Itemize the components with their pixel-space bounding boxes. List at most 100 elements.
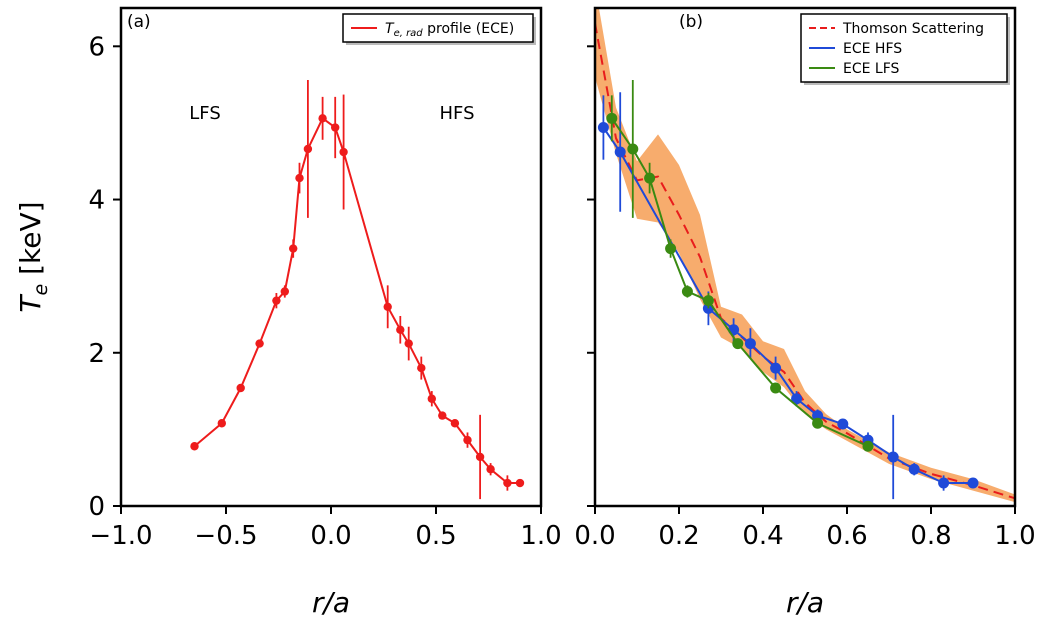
data-point: [732, 338, 744, 350]
data-point: [744, 338, 756, 350]
data-point: [908, 463, 920, 475]
x-axis-label: r/a: [312, 586, 350, 619]
data-point: [236, 383, 245, 393]
legend-box: [800, 13, 1008, 83]
figure-labels: Te [keV]: [14, 201, 52, 312]
data-point: [396, 325, 405, 334]
data-point: [728, 324, 740, 336]
data-point: [938, 477, 950, 489]
data-point: [289, 244, 298, 253]
data-point: [614, 146, 626, 158]
data-point: [812, 417, 824, 429]
y-label-sub: e: [30, 284, 52, 296]
data-point: [770, 362, 782, 374]
data-point: [475, 452, 485, 462]
x-tick-label: −0.5: [194, 521, 257, 551]
annotation-lfs: LFS: [189, 103, 221, 124]
legend-text-main: T: [385, 21, 395, 37]
data-point: [770, 382, 782, 394]
x-tick-label: 0.4: [742, 521, 783, 551]
data-point: [427, 394, 436, 403]
data-point: [515, 478, 525, 488]
data-point: [339, 147, 348, 157]
legend-text-main: ECE LFS: [843, 61, 900, 77]
data-point: [486, 465, 495, 474]
axes-frame: [593, 6, 1017, 508]
panel-b: 0.0 0.2 0.4 0.6 0.8 1.0 r/a (b) Thomson Scatteri…: [574, 6, 1036, 619]
series-1: [597, 92, 979, 500]
data-point: [217, 419, 226, 428]
y-label-main: T: [14, 294, 47, 313]
data-point: [272, 296, 281, 305]
data-point: [597, 122, 609, 134]
data-point: [644, 172, 656, 184]
panel-a: −1.0 −0.5 0.0 0.5 1.0 0 2 4 6 r/a (a) LFS HFS Te, rad…: [88, 6, 562, 619]
plot-area: [190, 80, 525, 500]
data-point: [295, 173, 304, 183]
series-line: [610, 117, 869, 448]
x-tick-label: 1.0: [994, 521, 1035, 551]
data-point: [967, 477, 979, 489]
x-axis-label: r/a: [786, 586, 824, 619]
data-point: [862, 440, 874, 452]
series-line: [193, 116, 520, 485]
y-axis-label: Te [keV]: [14, 201, 52, 312]
x-tick-label: 0.5: [415, 521, 456, 551]
data-point: [450, 419, 460, 428]
legend-text-main: Thomson Scattering: [842, 21, 984, 37]
data-point: [681, 285, 693, 297]
data-point: [463, 435, 472, 445]
data-point: [887, 451, 899, 463]
data-point: [303, 144, 313, 154]
x-tick-label: 0.8: [910, 521, 951, 551]
legend-text-rest: profile (ECE): [423, 21, 515, 37]
data-point: [404, 339, 413, 348]
legend: Thomson Scattering ECE HFS ECE LFS: [800, 13, 1010, 85]
uncertainty-band: [595, 8, 1015, 503]
legend-entry-label: Te, rad profile (ECE): [385, 21, 514, 39]
x-tick-label: 0.6: [826, 521, 867, 551]
legend-entry-label: ECE HFS: [843, 41, 902, 57]
data-point: [318, 114, 327, 123]
x-tick-label: −1.0: [89, 521, 152, 551]
series-0: [190, 80, 525, 500]
legend-entry-label: Thomson Scattering: [842, 21, 984, 37]
series-2: [606, 80, 874, 452]
data-point: [190, 442, 199, 451]
data-point: [837, 418, 849, 430]
axes-frame: [119, 6, 543, 508]
data-point: [503, 478, 512, 488]
legend: Te, rad profile (ECE): [342, 13, 536, 45]
y-label-unit: [keV]: [14, 201, 47, 283]
legend-text-sub: e, rad: [394, 28, 424, 39]
data-point: [331, 123, 340, 132]
y-tick-label: 4: [88, 186, 105, 216]
data-point: [255, 339, 264, 348]
y-tick-label: 2: [88, 339, 105, 369]
plot-area: [595, 8, 1015, 503]
data-point: [702, 295, 714, 307]
data-point: [417, 363, 426, 373]
x-tick-label: 0.0: [574, 521, 615, 551]
panel-label: (a): [127, 12, 151, 32]
series-0: [595, 23, 1015, 500]
panel-label: (b): [679, 12, 703, 32]
legend-text-main: ECE HFS: [843, 41, 902, 57]
data-point: [812, 410, 824, 422]
data-point: [627, 143, 639, 155]
data-point: [791, 393, 803, 405]
x-tick-label: 1.0: [520, 521, 561, 551]
annotation-hfs: HFS: [440, 103, 475, 124]
legend-entry-label: ECE LFS: [843, 61, 900, 77]
data-point: [280, 287, 289, 296]
data-point: [606, 112, 618, 124]
series-line: [595, 23, 1015, 500]
x-tick-label: 0.0: [310, 521, 351, 551]
y-tick-label: 6: [88, 32, 105, 62]
data-point: [665, 243, 677, 255]
data-point: [383, 302, 392, 311]
x-tick-label: 0.2: [658, 521, 699, 551]
y-tick-label: 0: [88, 492, 105, 522]
data-point: [438, 411, 447, 420]
